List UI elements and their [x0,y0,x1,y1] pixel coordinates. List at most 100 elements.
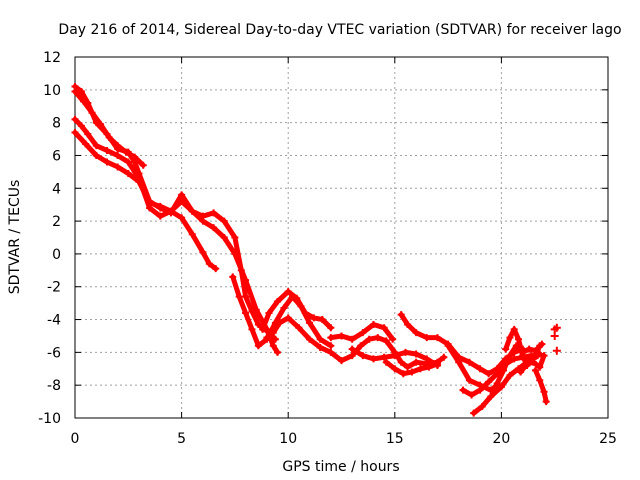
data-point [369,320,377,328]
data-point [316,343,324,351]
data-point [519,352,527,360]
series-track-18 [532,366,550,406]
data-point [199,217,207,225]
data-point [536,376,544,384]
data-point [135,178,143,186]
data-point [465,376,473,384]
data-point [552,323,561,332]
data-point [114,142,122,150]
data-point [199,248,207,256]
data-point [103,147,111,155]
data-point [369,355,377,363]
data-point [205,260,213,268]
series-track-3 [71,128,220,273]
data-point [231,250,239,258]
data-point [188,230,196,238]
data-point [254,342,262,350]
data-point [212,265,220,273]
data-point [92,142,100,150]
data-point [274,348,282,356]
data-point [263,334,271,342]
data-point [444,342,452,350]
y-tick-label: -8 [47,378,61,394]
data-point [71,115,79,123]
data-point [327,324,335,332]
data-point [210,209,218,217]
data-point [156,202,164,210]
data-point [408,368,416,376]
data-point [382,358,390,366]
y-tick-label: 8 [52,116,61,132]
data-point [88,109,96,117]
data-point [124,170,132,178]
x-tick-label: 25 [599,431,617,447]
y-tick-label: -2 [47,280,61,296]
data-point [523,360,531,368]
data-point [348,345,356,353]
data-point [306,335,314,343]
data-point [338,332,345,340]
data-point [229,273,237,281]
grid-lines [75,57,608,418]
y-tick-label: 0 [52,247,61,263]
data-point [493,380,501,388]
series-track-17 [517,352,548,376]
data-point [476,365,484,373]
data-point [97,120,105,128]
series-line [72,116,280,355]
series-track-10 [382,358,441,378]
data-point [425,363,433,371]
data-point [269,329,277,337]
data-point [485,378,493,386]
y-axis-label: SDTVAR / TECUs [7,180,23,295]
data-point [252,306,260,314]
data-point [485,370,493,378]
series-isolated-points [550,323,561,355]
data-point [77,87,85,95]
data-point [525,345,533,353]
data-point [412,358,420,366]
data-point [167,207,175,215]
data-point [433,360,441,368]
data-point [80,97,88,105]
data-point [487,386,495,394]
data-point [220,217,228,225]
data-point [259,325,267,333]
data-point [382,337,390,345]
y-tick-label: 2 [52,214,61,230]
data-point [380,353,388,361]
data-point [536,342,544,350]
data-point [423,334,431,342]
data-point [540,352,548,360]
y-tick-label: 12 [43,50,61,66]
data-point [210,224,218,232]
data-point [365,335,373,343]
data-point [92,151,100,159]
x-tick-label: 10 [279,431,297,447]
data-point [316,335,324,343]
data-point [156,212,164,220]
data-point [274,297,282,305]
series-line [533,367,549,405]
tick-labels: 0 5 10 15 20 25 -10 -8 -6 -4 -2 0 2 4 6 8 10 12 [38,50,617,447]
data-series [71,83,561,417]
data-point [284,288,292,296]
data-point [357,342,365,350]
y-tick-label: 4 [52,181,61,197]
data-point [399,370,407,378]
data-point [146,199,154,207]
y-tick-label: 6 [52,148,61,164]
data-point [318,316,326,324]
data-point [105,133,113,141]
data-point [470,409,478,417]
data-point [103,158,111,166]
data-point [459,386,467,394]
data-point [380,324,388,332]
data-point [440,353,448,361]
data-point [529,358,537,366]
data-point [77,122,85,130]
series-line [460,353,541,398]
data-point [327,334,335,342]
x-tick-label: 15 [386,431,404,447]
series-track-4 [71,87,147,169]
